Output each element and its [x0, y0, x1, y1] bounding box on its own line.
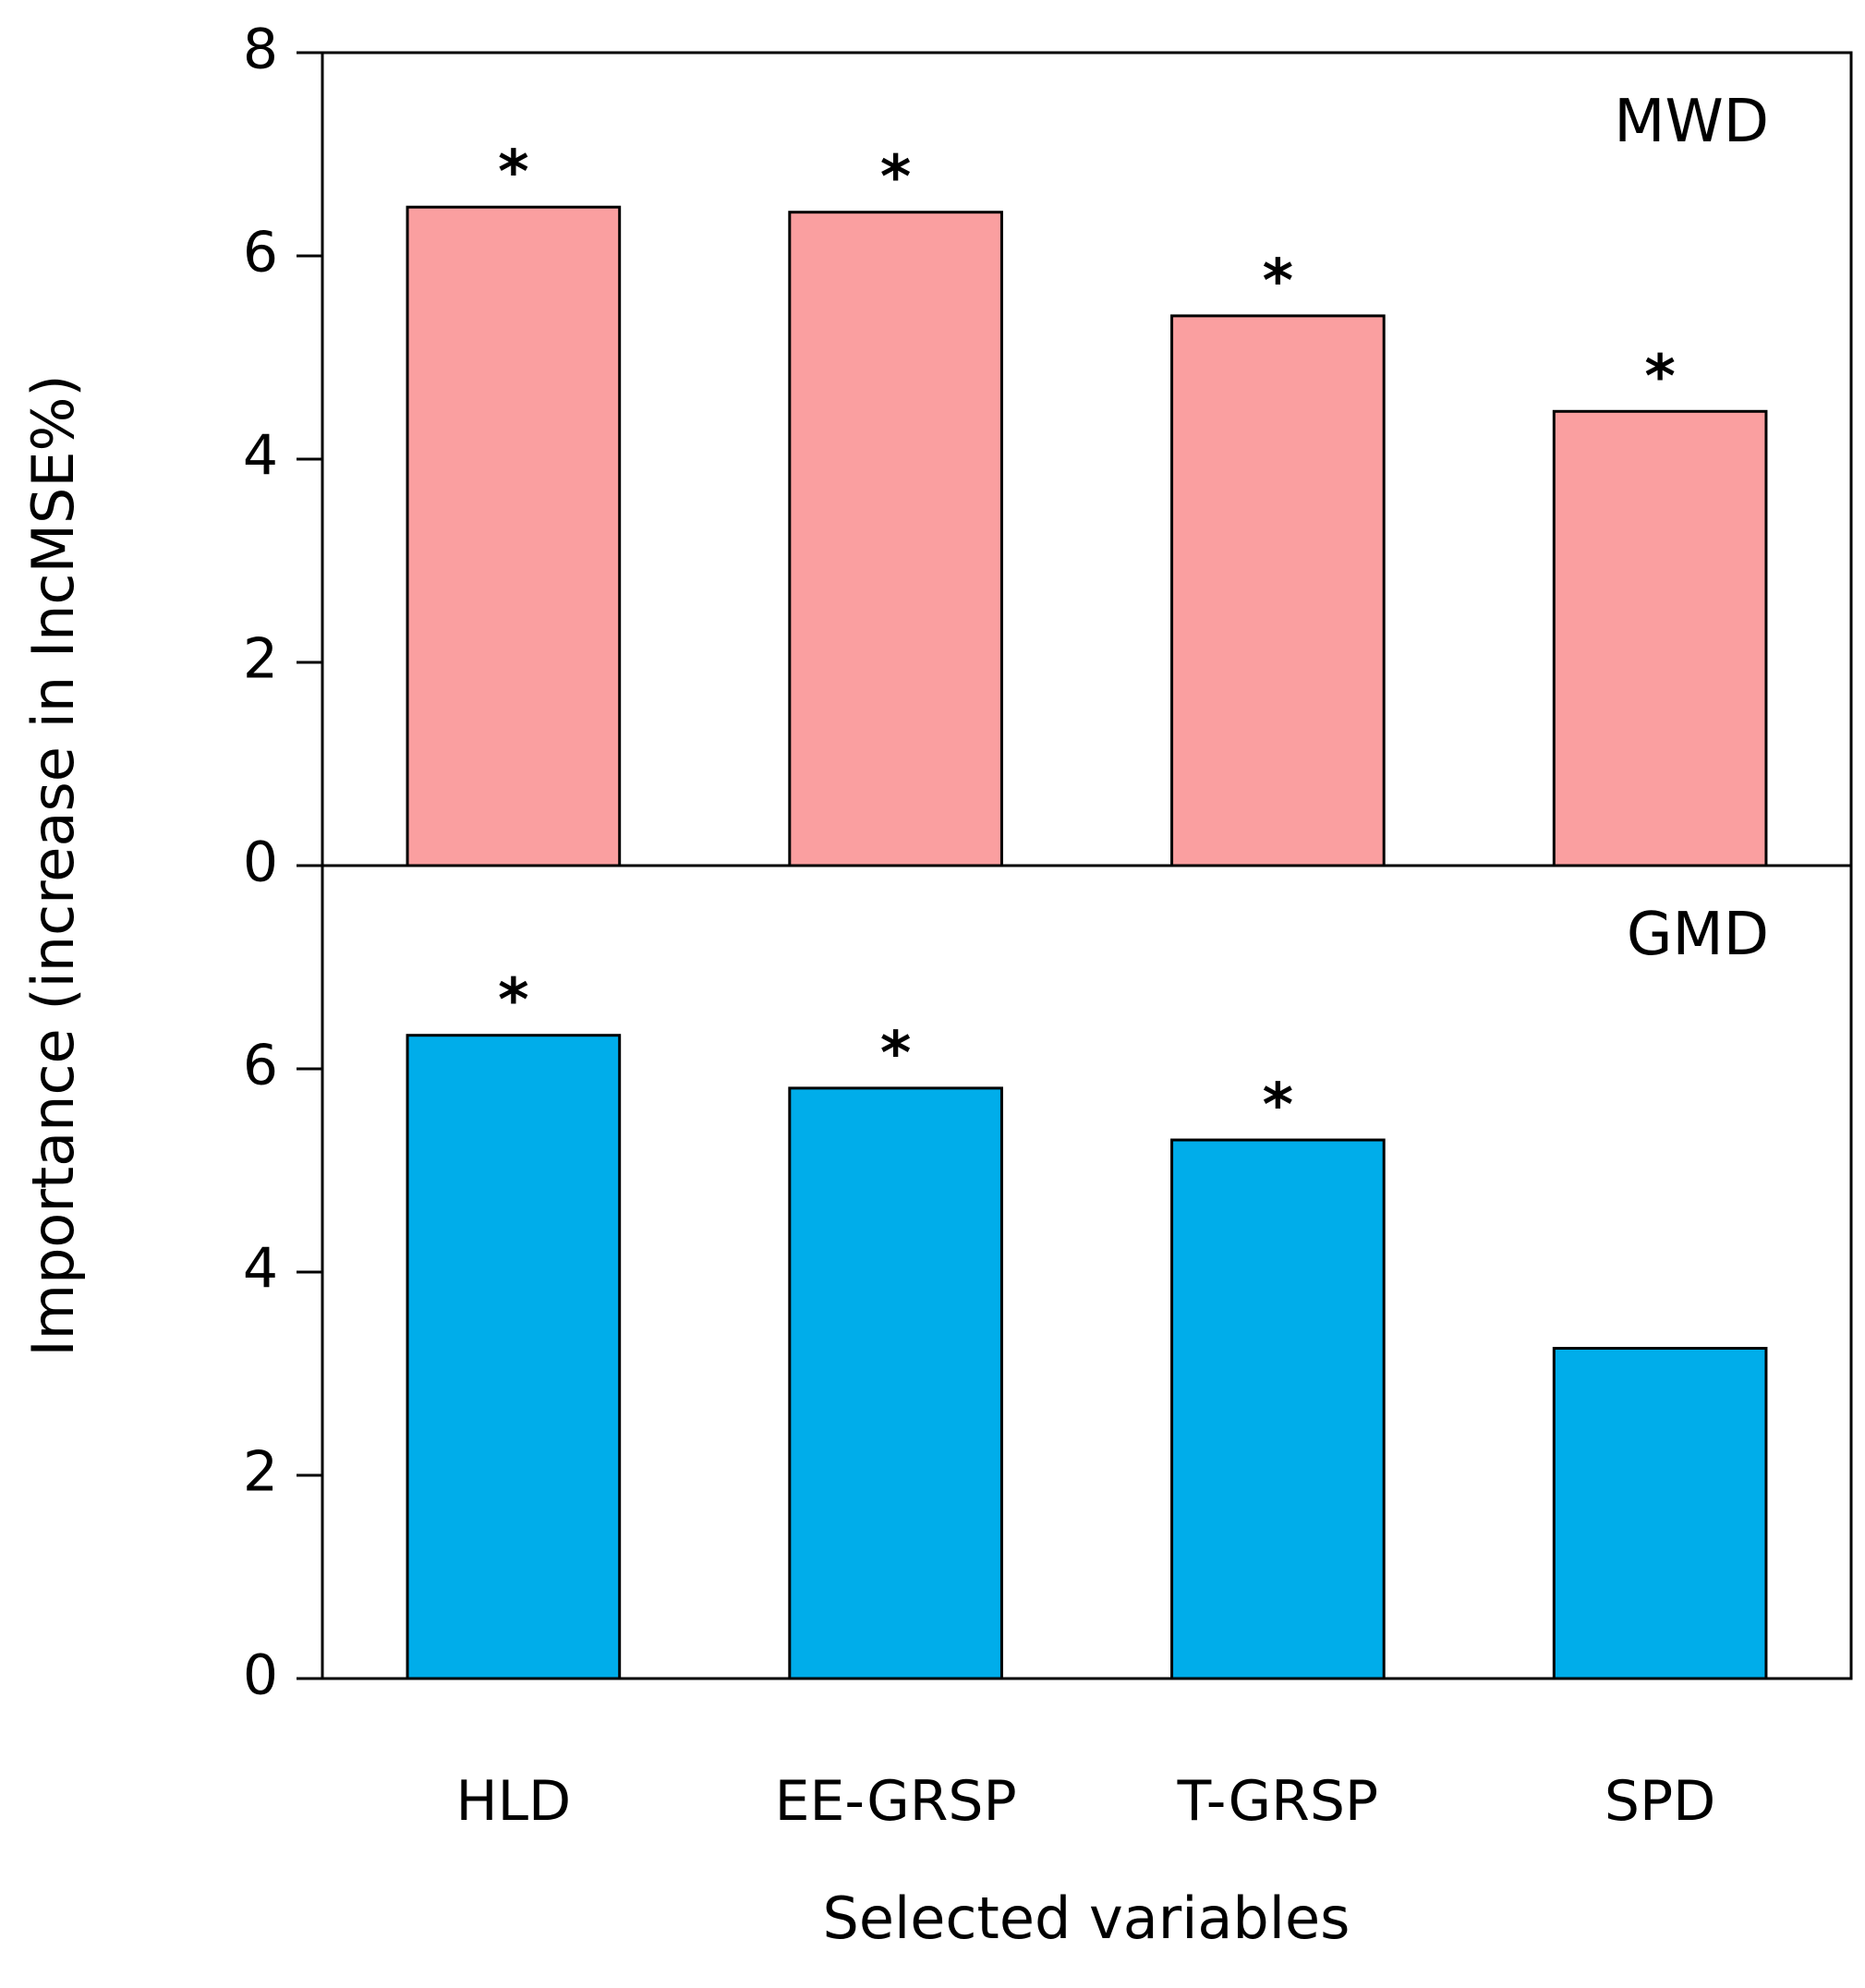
mwd-y-tick-label-4: 4	[243, 424, 278, 489]
x-axis-title: Selected variables	[823, 1885, 1350, 1952]
mwd-significance-spd: *	[1644, 343, 1675, 411]
mwd-panel-label: MWD	[1614, 88, 1769, 156]
x-tick-label-ee-grsp: EE-GRSP	[775, 1769, 1017, 1834]
mwd-y-tick-label-0: 0	[243, 830, 278, 895]
x-tick-label-hld: HLD	[456, 1769, 572, 1834]
mwd-bar-ee-grsp	[788, 211, 1003, 867]
mwd-significance-t-grsp: *	[1263, 248, 1293, 316]
mwd-bar-spd	[1552, 409, 1768, 867]
gmd-bar-hld	[406, 1034, 622, 1680]
gmd-y-tick-label-6: 6	[243, 1034, 278, 1098]
chart-layer: 0 2 4 6 8 MWD * * * * 0 2 4 6 GMD * * * HLD EE-GRSP T-GRSP SP…	[243, 18, 1769, 1834]
mwd-y-tick-label-6: 6	[243, 221, 278, 285]
y-axis-title: Importance (increase in IncMSE%)	[19, 374, 87, 1356]
gmd-bar-t-grsp	[1170, 1138, 1386, 1680]
gmd-y-tick-label-0: 0	[243, 1643, 278, 1708]
gmd-panel-label: GMD	[1627, 901, 1769, 969]
x-tick-label-t-grsp: T-GRSP	[1177, 1769, 1378, 1834]
mwd-significance-hld: *	[498, 139, 528, 207]
x-tick-label-spd: SPD	[1605, 1769, 1715, 1834]
gmd-y-tick-label-4: 4	[243, 1237, 278, 1302]
mwd-y-tick-label-8: 8	[243, 18, 278, 82]
mwd-bar-t-grsp	[1170, 314, 1386, 867]
gmd-bar-ee-grsp	[788, 1086, 1003, 1680]
mwd-y-tick-label-2: 2	[243, 627, 278, 692]
gmd-significance-ee-grsp: *	[880, 1020, 911, 1088]
gmd-y-tick-label-2: 2	[243, 1440, 278, 1505]
mwd-bar-hld	[406, 205, 622, 867]
gmd-significance-hld: *	[498, 967, 528, 1036]
gmd-bar-spd	[1552, 1347, 1768, 1680]
mwd-significance-ee-grsp: *	[880, 144, 911, 212]
gmd-significance-t-grsp: *	[1263, 1072, 1293, 1140]
